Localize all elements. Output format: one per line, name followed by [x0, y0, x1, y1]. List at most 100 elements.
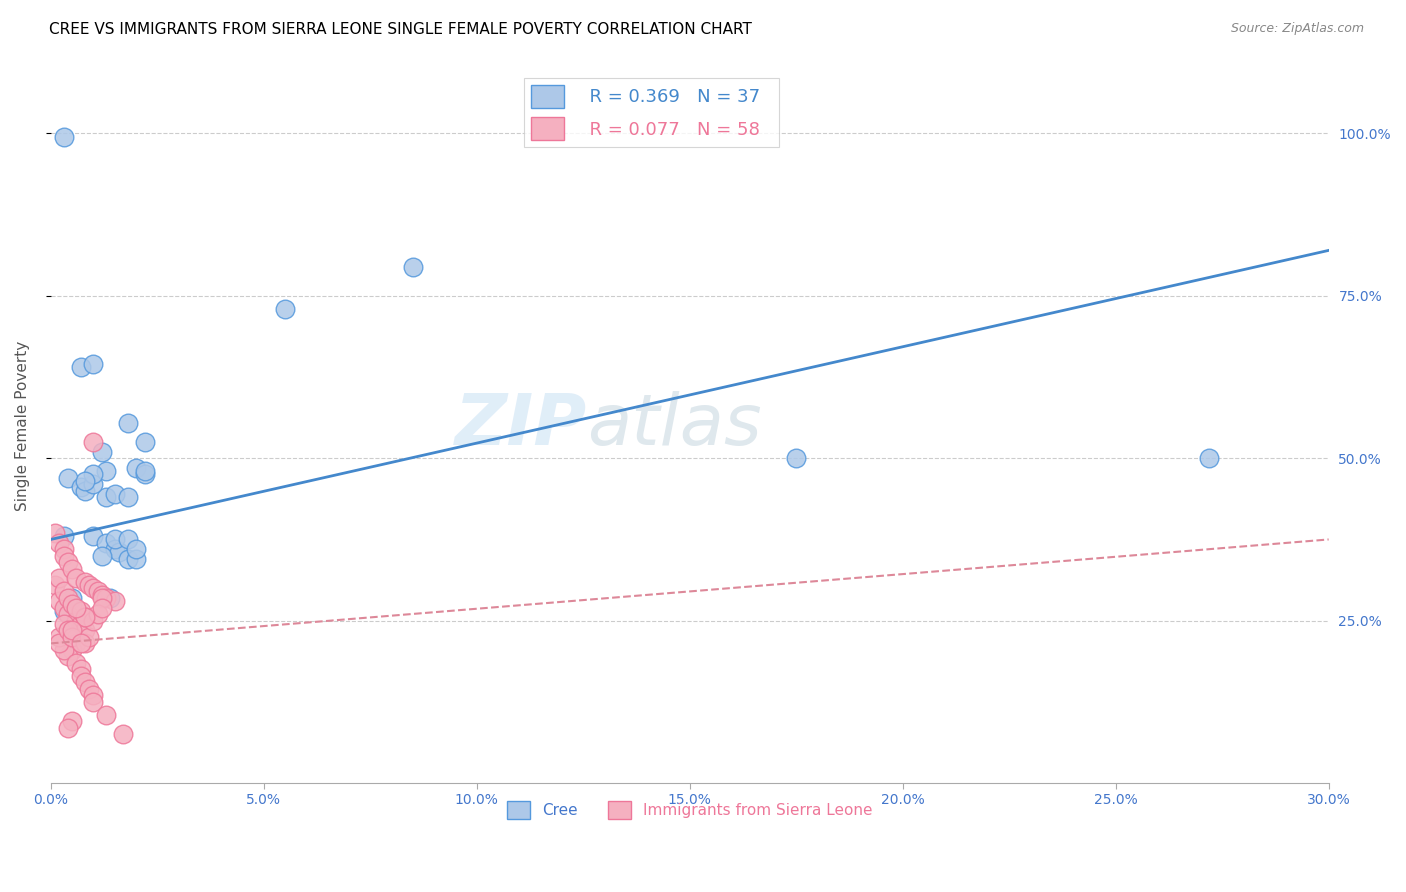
Text: ZIP: ZIP: [456, 392, 588, 460]
Point: [65, 656, 87, 670]
Point: [56, 591, 79, 605]
Point: [48, 630, 70, 644]
Point: [91, 549, 114, 563]
Point: [52, 129, 75, 144]
Point: [91, 600, 114, 615]
Point: [48, 571, 70, 585]
Point: [134, 467, 156, 482]
Point: [56, 624, 79, 638]
Point: [82, 477, 104, 491]
Point: [785, 451, 807, 466]
Point: [73, 483, 96, 498]
Point: [52, 604, 75, 618]
Point: [73, 636, 96, 650]
Point: [125, 552, 148, 566]
Point: [117, 416, 139, 430]
Point: [96, 535, 118, 549]
Point: [86, 607, 108, 622]
Point: [60, 562, 83, 576]
Point: [44, 525, 66, 540]
Point: [104, 542, 127, 557]
Point: [60, 624, 83, 638]
Point: [73, 624, 96, 638]
Point: [60, 630, 83, 644]
Point: [52, 616, 75, 631]
Point: [402, 260, 425, 274]
Point: [60, 591, 83, 605]
Point: [73, 610, 96, 624]
Point: [134, 435, 156, 450]
Point: [52, 549, 75, 563]
Point: [112, 727, 135, 741]
Point: [82, 581, 104, 595]
Point: [65, 614, 87, 628]
Point: [125, 542, 148, 557]
Point: [96, 464, 118, 478]
Point: [100, 591, 122, 605]
Point: [69, 662, 91, 676]
Point: [69, 616, 91, 631]
Point: [56, 471, 79, 485]
Point: [52, 529, 75, 543]
Point: [48, 594, 70, 608]
Point: [82, 357, 104, 371]
Point: [48, 636, 70, 650]
Point: [117, 533, 139, 547]
Point: [65, 600, 87, 615]
Point: [82, 614, 104, 628]
Point: [69, 481, 91, 495]
Text: CREE VS IMMIGRANTS FROM SIERRA LEONE SINGLE FEMALE POVERTY CORRELATION CHART: CREE VS IMMIGRANTS FROM SIERRA LEONE SIN…: [49, 22, 752, 37]
Text: Source: ZipAtlas.com: Source: ZipAtlas.com: [1230, 22, 1364, 36]
Point: [73, 574, 96, 589]
Point: [60, 598, 83, 612]
Y-axis label: Single Female Poverty: Single Female Poverty: [15, 341, 30, 511]
Point: [108, 545, 131, 559]
Point: [56, 721, 79, 735]
Point: [69, 636, 91, 650]
Point: [117, 552, 139, 566]
Point: [91, 444, 114, 458]
Legend: Cree, Immigrants from Sierra Leone: Cree, Immigrants from Sierra Leone: [501, 795, 879, 825]
Point: [274, 301, 297, 316]
Point: [117, 490, 139, 504]
Point: [73, 675, 96, 690]
Point: [56, 607, 79, 622]
Point: [56, 555, 79, 569]
Point: [56, 649, 79, 664]
Point: [82, 695, 104, 709]
Point: [104, 594, 127, 608]
Point: [77, 681, 100, 696]
Point: [104, 487, 127, 501]
Point: [82, 435, 104, 450]
Point: [69, 604, 91, 618]
Point: [60, 643, 83, 657]
Point: [65, 571, 87, 585]
Point: [60, 714, 83, 729]
Point: [69, 669, 91, 683]
Point: [69, 360, 91, 375]
Point: [52, 584, 75, 599]
Point: [1198, 451, 1220, 466]
Point: [134, 464, 156, 478]
Point: [82, 689, 104, 703]
Point: [125, 461, 148, 475]
Text: atlas: atlas: [588, 392, 762, 460]
Point: [52, 600, 75, 615]
Point: [91, 588, 114, 602]
Point: [96, 707, 118, 722]
Point: [73, 474, 96, 488]
Point: [73, 610, 96, 624]
Point: [52, 542, 75, 557]
Point: [48, 535, 70, 549]
Point: [104, 533, 127, 547]
Point: [65, 636, 87, 650]
Point: [77, 630, 100, 644]
Point: [96, 591, 118, 605]
Point: [96, 490, 118, 504]
Point: [82, 467, 104, 482]
Point: [44, 578, 66, 592]
Point: [91, 591, 114, 605]
Point: [82, 529, 104, 543]
Point: [77, 578, 100, 592]
Point: [86, 584, 108, 599]
